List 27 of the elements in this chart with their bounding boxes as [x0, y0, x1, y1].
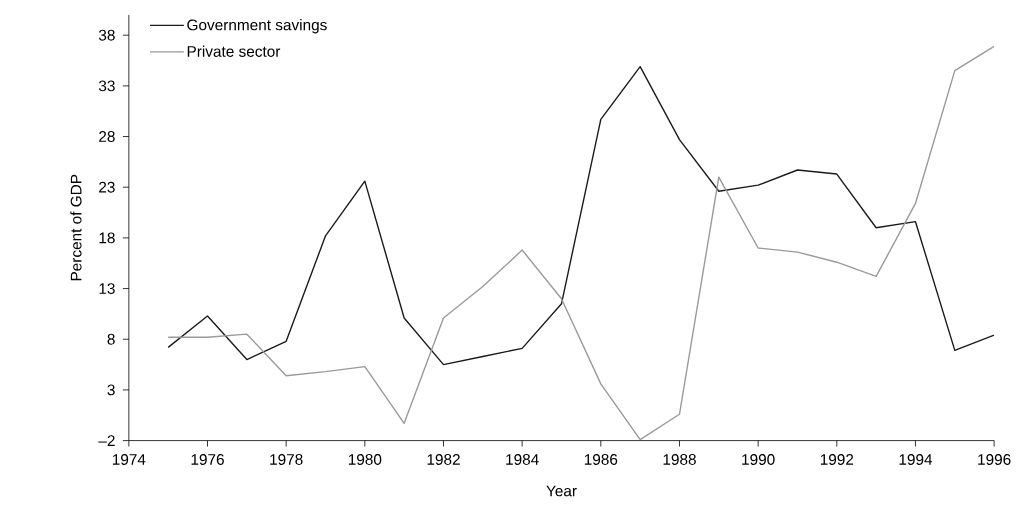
legend-label: Private sector — [187, 45, 281, 57]
x-tick-label: 1992 — [820, 454, 854, 465]
x-tick-label: 1978 — [270, 454, 303, 465]
x-tick-label: 1996 — [978, 454, 1011, 465]
x-tick-label: 1990 — [742, 454, 775, 465]
y-tick-label: 8 — [107, 333, 115, 345]
x-tick-label: 1974 — [112, 454, 146, 465]
legend-label: Government savings — [187, 19, 327, 34]
x-tick-label: 1984 — [506, 454, 539, 465]
y-axis-title: Percent of GDP — [70, 174, 82, 281]
y-tick-label: 33 — [98, 80, 115, 92]
y-tick-label: 18 — [99, 232, 115, 244]
x-tick-label: 1994 — [899, 454, 933, 465]
x-tick-label: 1988 — [663, 454, 696, 465]
y-tick-label: –2 — [98, 435, 115, 446]
x-tick-label: 1986 — [584, 454, 618, 465]
x-axis-title: Year — [546, 485, 577, 497]
y-tick-label: 23 — [99, 181, 115, 193]
x-tick-label: 1976 — [191, 454, 224, 465]
line-series — [167, 65, 995, 366]
x-tick-label: 1982 — [427, 454, 460, 465]
y-tick-label: 38 — [98, 29, 115, 41]
x-tick-label: 1980 — [348, 454, 382, 465]
y-tick-label: 28 — [99, 131, 115, 142]
y-tick-label: 3 — [107, 384, 115, 396]
y-tick-label: 13 — [99, 283, 115, 294]
line-series — [167, 45, 995, 441]
